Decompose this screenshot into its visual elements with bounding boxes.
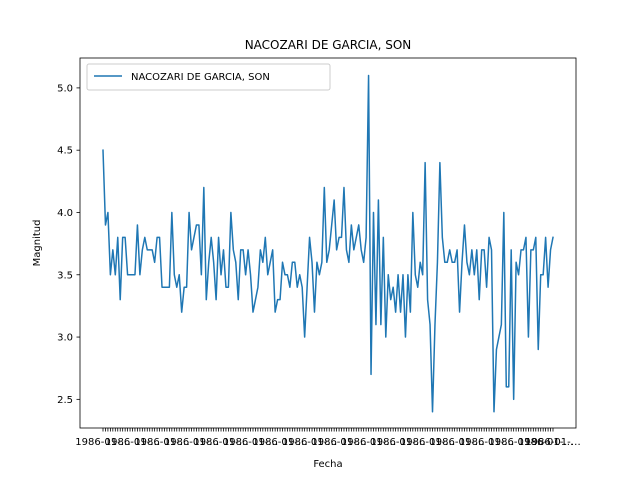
x-tick-label: 1986-01-… [518,437,573,448]
x-tick-label: 1986-01-… [341,437,396,448]
axes-background [80,58,576,428]
y-tick-label: 3.0 [57,333,73,344]
x-axis: 1986-01-…1986-01-…1986-01-…1986-01-…1986… [75,428,581,448]
legend-label: NACOZARI DE GARCIA, SON [131,72,270,83]
legend: NACOZARI DE GARCIA, SON [86,63,331,91]
x-tick-label: 1986-01-… [370,437,425,448]
chart-title: NACOZARI DE GARCIA, SON [245,38,412,52]
x-tick-label: 1986-01-… [223,437,278,448]
y-tick-label: 4.0 [57,208,73,219]
x-tick-label: 1986-01-… [164,437,219,448]
y-tick-label: 2.5 [57,395,73,406]
y-tick-label: 4.5 [57,146,73,157]
plot-area [80,58,576,428]
y-axis: 2.5 3.0 3.5 4.0 4.5 5.0 [57,83,80,406]
y-axis-label: Magnitud [32,220,43,267]
x-tick-label: 1986-01-… [429,437,484,448]
x-tick-label: 1986-01-… [311,437,366,448]
x-tick-label: 1986-01-… [459,437,514,448]
x-tick-label: 1986-01-… [134,437,189,448]
y-tick-label: 3.5 [57,270,73,281]
legend-box [86,63,331,91]
x-tick-label: 1986-01-… [105,437,160,448]
x-tick-label: 1986-01-… [488,437,543,448]
y-tick-label: 5.0 [57,83,73,94]
x-tick-label: 1986-01-… [75,437,130,448]
x-axis-label: Fecha [313,459,342,470]
x-tick-label: 1986-01-… [400,437,455,448]
series-line [102,74,554,413]
x-tick-label: 1986-01-… [282,437,337,448]
x-tick-label: 1986-01-… [525,437,580,448]
axes-frame [79,57,577,429]
x-tick-label: 1986-01-… [193,437,248,448]
x-tick-label: 1986-01-… [252,437,307,448]
